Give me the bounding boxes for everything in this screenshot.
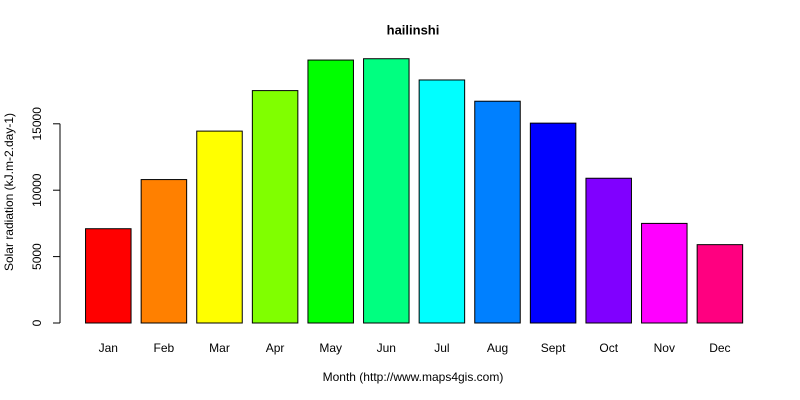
y-tick-label: 5000: [30, 243, 44, 270]
bar: [641, 222, 688, 324]
x-tick-label: May: [319, 341, 342, 355]
bar: [418, 79, 466, 324]
y-tick-label: 0: [30, 319, 44, 326]
bar: [140, 179, 188, 324]
x-tick-label: Aug: [487, 341, 508, 355]
x-tick-label: Sept: [541, 341, 566, 355]
x-tick-label: Dec: [709, 341, 730, 355]
bar: [585, 177, 632, 324]
x-tick-label: Mar: [209, 341, 230, 355]
bar: [307, 59, 354, 324]
x-tick-label: Jan: [99, 341, 118, 355]
bar: [696, 244, 744, 324]
x-tick-label: Feb: [154, 341, 175, 355]
y-axis-label: Solar radiation (kJ.m-2.day-1): [2, 113, 16, 271]
x-tick-label: Nov: [654, 341, 675, 355]
y-tick-label: 10000: [30, 173, 44, 207]
bar: [529, 122, 577, 324]
bar: [196, 130, 243, 324]
y-tick-label: 15000: [30, 107, 44, 141]
x-tick-label: Jul: [434, 341, 449, 355]
bar: [363, 58, 410, 324]
x-tick-label: Jun: [377, 341, 396, 355]
bar: [85, 228, 132, 324]
x-tick-label: Apr: [266, 341, 285, 355]
bar: [251, 90, 299, 324]
x-tick-label: Oct: [599, 341, 618, 355]
x-axis-label: Month (http://www.maps4gis.com): [323, 370, 504, 384]
chart-title: hailinshi: [387, 22, 440, 37]
bar: [474, 100, 521, 324]
